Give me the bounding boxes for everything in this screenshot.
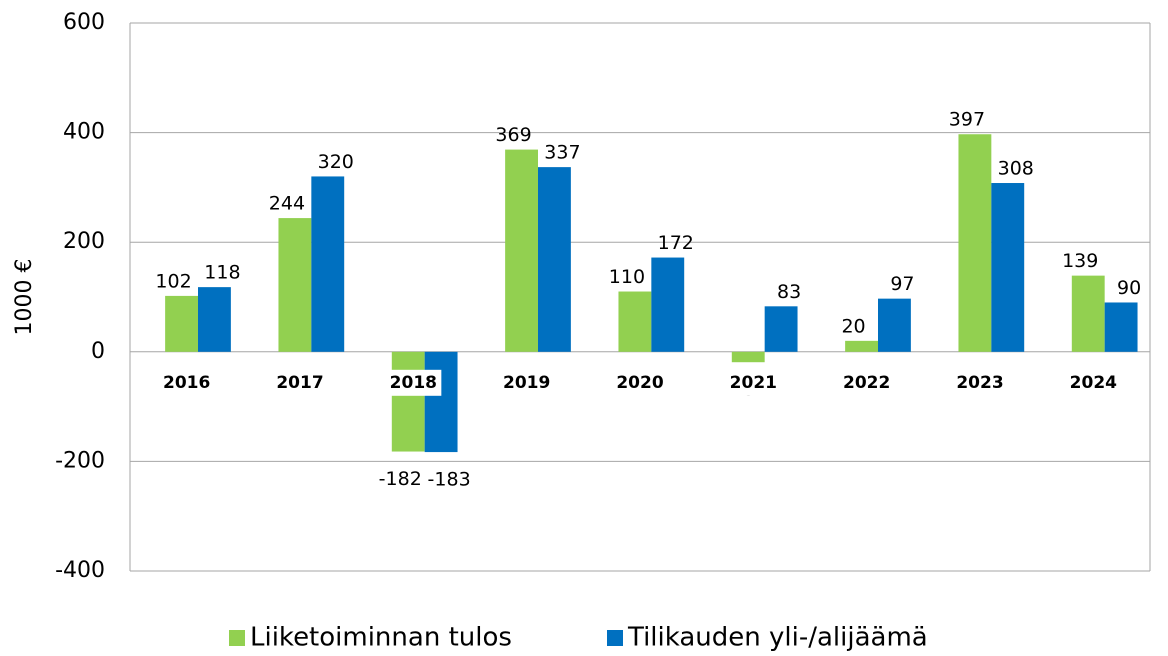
value-label: 308	[998, 158, 1034, 180]
y-tick-label: 400	[63, 120, 105, 145]
y-axis-label: 1000 €	[12, 259, 37, 336]
value-label: 320	[318, 151, 354, 173]
value-label: 139	[1062, 250, 1098, 272]
category-label-bg	[385, 369, 442, 396]
bar	[424, 351, 458, 453]
category-label-bg	[498, 369, 555, 396]
x-tick-label: 2024	[1070, 373, 1117, 393]
value-label: 102	[155, 270, 191, 292]
value-label: 244	[269, 193, 305, 215]
bar	[311, 176, 345, 352]
category-label-bg	[952, 369, 1008, 396]
bar	[198, 287, 231, 352]
x-tick-label: 2018	[390, 373, 437, 393]
legend-label: Tilikauden yli-/alijäämä	[627, 623, 928, 653]
bar	[731, 351, 765, 363]
x-tick-label: 2022	[843, 373, 890, 393]
bar	[958, 134, 992, 352]
bar	[764, 306, 798, 352]
bar	[1104, 302, 1138, 352]
value-label: 172	[658, 232, 694, 254]
category-label-bg	[612, 369, 668, 396]
bar	[165, 295, 198, 352]
category-label-bg	[838, 369, 895, 396]
x-tick-label: 2020	[616, 373, 663, 393]
bar	[845, 340, 878, 352]
value-label: 97	[890, 273, 914, 295]
legend-swatch	[229, 630, 245, 646]
bar	[991, 183, 1025, 352]
y-tick-label: 200	[63, 229, 105, 254]
bar	[618, 291, 652, 352]
bar	[878, 298, 911, 352]
category-label-bg	[725, 369, 782, 396]
x-tick-label: 2023	[956, 373, 1003, 393]
category-label-bg	[272, 369, 328, 396]
value-label: 118	[204, 262, 240, 284]
legend-label: Liiketoiminnan tulos	[250, 623, 512, 653]
x-tick-label: 2021	[730, 373, 777, 393]
bar	[1071, 275, 1105, 352]
bar	[538, 167, 571, 352]
y-tick-label: -200	[55, 448, 105, 473]
category-label-bg	[1065, 369, 1122, 396]
legend-swatch	[607, 630, 623, 646]
value-label: 397	[949, 109, 985, 131]
category-label-bg	[158, 369, 215, 396]
value-label: 337	[544, 142, 580, 164]
value-label: 90	[1117, 277, 1141, 299]
bar	[278, 218, 312, 352]
x-tick-label: 2017	[276, 373, 323, 393]
bar	[391, 351, 425, 452]
y-tick-label: 600	[63, 10, 105, 35]
value-label: -183	[428, 469, 471, 491]
value-label: -182	[379, 468, 422, 490]
value-label: 83	[777, 281, 801, 303]
bar	[505, 149, 538, 352]
value-label: 20	[841, 315, 865, 337]
y-tick-label: 0	[91, 339, 105, 364]
value-label: 110	[609, 266, 645, 288]
y-tick-label: -400	[55, 558, 105, 583]
bar	[651, 257, 685, 352]
x-tick-label: 2016	[163, 373, 210, 393]
value-label: 369	[495, 124, 531, 146]
x-tick-label: 2019	[503, 373, 550, 393]
